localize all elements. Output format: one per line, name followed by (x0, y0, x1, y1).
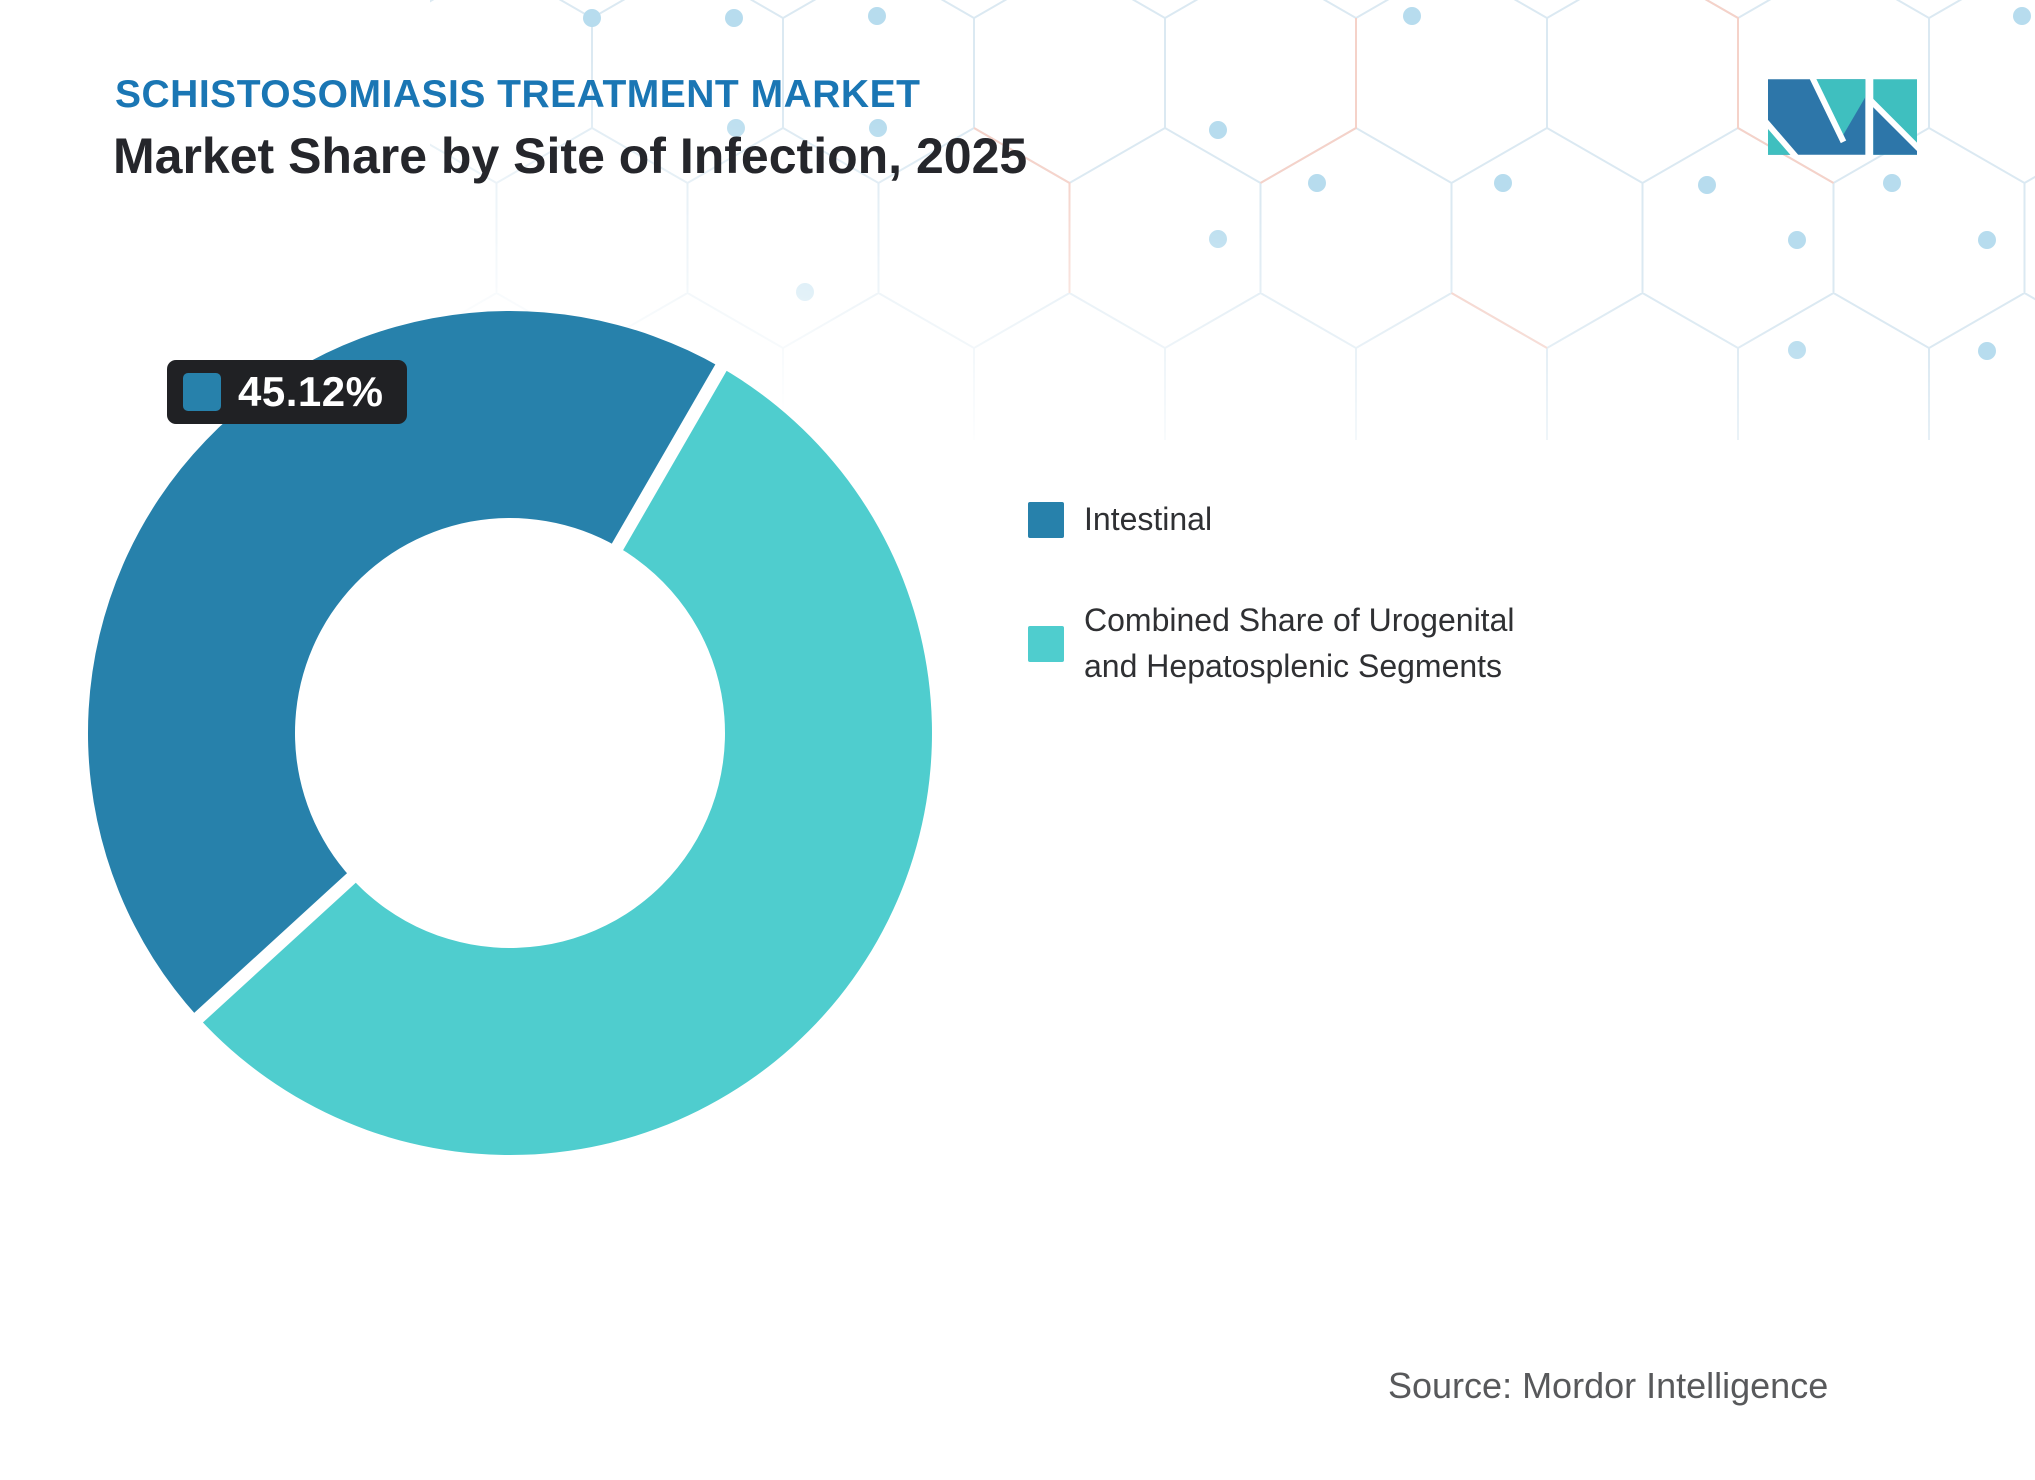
hex-dots (583, 7, 2031, 360)
legend-label: Intestinal (1084, 501, 1213, 537)
logo-teal-wedge (1813, 79, 1866, 138)
slice-gap (603, 350, 735, 564)
source-attribution: Source: Mordor Intelligence (1388, 1365, 1829, 1406)
donut-slice-combined[interactable] (198, 367, 932, 1155)
legend-swatch-icon (1028, 625, 1064, 662)
donut-chart (87, 310, 932, 1155)
chart-legend: Intestinal Combined Share of Urogenital … (1028, 497, 1534, 689)
intestinal-swatch-icon (183, 373, 221, 411)
legend-label: Combined Share of Urogenital and Hepatos… (1084, 602, 1515, 684)
hex-accent-lines (973, 0, 1834, 349)
donut-chart-area: 45.12% (80, 303, 940, 1163)
legend-item-intestinal[interactable]: Intestinal (1028, 497, 1534, 542)
chart-title: Market Share by Site of Infection, 2025 (113, 128, 1028, 184)
donut-slice-intestinal[interactable] (87, 310, 722, 1018)
slice-gap (182, 862, 368, 1034)
mordor-intelligence-logo (1768, 79, 1917, 155)
legend-swatch-icon (1028, 501, 1064, 538)
report-name: SCHISTOSOMIASIS TREATMENT MARKET (115, 73, 921, 116)
legend-item-combined-segments[interactable]: Combined Share of Urogenital and Hepatos… (1028, 598, 1534, 689)
data-label-text: 45.12% (238, 368, 384, 415)
data-label-badge: 45.12% (167, 360, 408, 424)
